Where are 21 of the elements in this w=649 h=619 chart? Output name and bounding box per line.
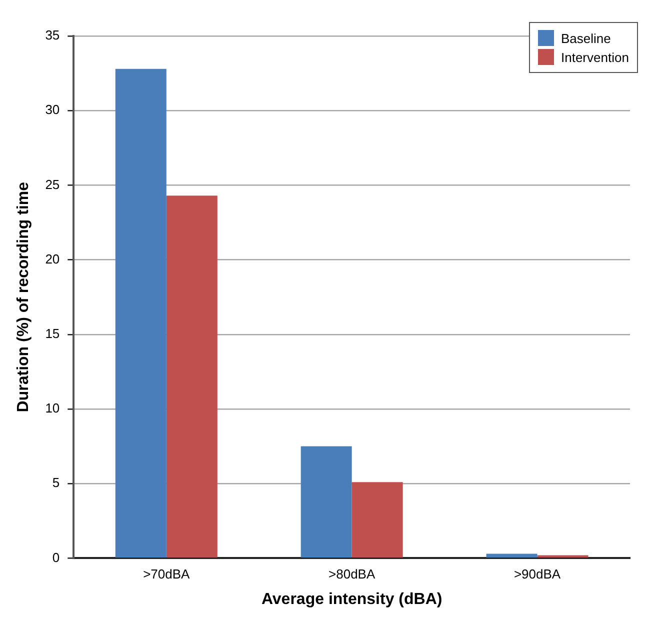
y-tick-label: 30 <box>45 102 60 118</box>
bar <box>537 555 588 558</box>
y-tick-label: 20 <box>45 251 60 266</box>
bar <box>300 446 352 558</box>
x-axis-title: Average intensity (dBA) <box>261 590 442 608</box>
legend-label: Intervention <box>561 50 629 64</box>
bar <box>486 554 538 558</box>
y-tick-label: 0 <box>52 550 60 565</box>
bar <box>115 68 166 558</box>
y-tick-label: 15 <box>45 326 60 341</box>
legend-label: Baseline <box>561 30 611 46</box>
bar <box>352 482 403 558</box>
y-tick-label: 10 <box>45 400 60 416</box>
y-tick-label: 35 <box>45 28 60 43</box>
x-tick-label: >80dBA <box>328 566 376 582</box>
x-tick-label: >90dBA <box>514 566 561 582</box>
bar <box>166 196 218 558</box>
y-axis-title: Duration (%) of recording time <box>15 182 32 412</box>
x-tick-label: >70dBA <box>143 566 190 582</box>
y-tick-label: 25 <box>45 176 60 192</box>
y-tick-label: 5 <box>52 475 60 490</box>
